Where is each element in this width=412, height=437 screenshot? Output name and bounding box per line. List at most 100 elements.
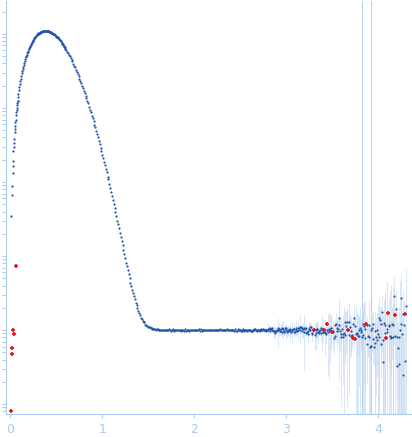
- Point: [83, 95, 90, 102]
- Point: [254, 326, 261, 333]
- Point: [264, 326, 270, 333]
- Point: [165, 327, 171, 334]
- Point: [265, 325, 272, 332]
- Point: [93, 127, 99, 134]
- Point: [218, 327, 224, 334]
- Point: [16, 87, 22, 94]
- Point: [42, 27, 48, 34]
- Point: [52, 32, 59, 39]
- Point: [92, 124, 98, 131]
- Point: [396, 361, 402, 368]
- Point: [230, 326, 236, 333]
- Point: [117, 229, 123, 236]
- Point: [356, 333, 363, 340]
- Point: [41, 28, 47, 35]
- Point: [365, 333, 371, 340]
- Point: [396, 333, 403, 340]
- Point: [112, 208, 119, 215]
- Point: [58, 38, 64, 45]
- Point: [126, 274, 133, 281]
- Point: [12, 122, 19, 129]
- Point: [269, 327, 276, 334]
- Point: [14, 98, 21, 105]
- Point: [296, 326, 303, 333]
- Point: [317, 327, 323, 334]
- Point: [18, 73, 25, 80]
- Point: [372, 340, 379, 347]
- Point: [320, 328, 326, 335]
- Point: [307, 326, 314, 333]
- Point: [339, 330, 346, 337]
- Point: [180, 327, 187, 334]
- Point: [29, 38, 36, 45]
- Point: [393, 334, 400, 341]
- Point: [386, 322, 393, 329]
- Point: [357, 325, 363, 332]
- Point: [224, 326, 230, 333]
- Point: [89, 115, 96, 122]
- Point: [60, 41, 67, 48]
- Point: [135, 307, 142, 314]
- Point: [302, 325, 308, 332]
- Point: [241, 327, 248, 334]
- Point: [325, 326, 332, 333]
- Point: [23, 52, 30, 59]
- Point: [27, 42, 34, 49]
- Point: [302, 325, 309, 332]
- Point: [206, 326, 213, 333]
- Point: [134, 305, 141, 312]
- Point: [169, 326, 176, 333]
- Point: [185, 326, 192, 333]
- Point: [365, 322, 372, 329]
- Point: [373, 326, 380, 333]
- Point: [59, 41, 66, 48]
- Point: [16, 83, 23, 90]
- Point: [178, 328, 185, 335]
- Point: [84, 98, 91, 105]
- Point: [147, 325, 154, 332]
- Point: [34, 31, 41, 38]
- Point: [226, 326, 232, 333]
- Point: [47, 28, 53, 35]
- Point: [391, 312, 398, 319]
- Point: [81, 87, 87, 94]
- Point: [337, 327, 344, 334]
- Point: [154, 325, 160, 332]
- Point: [54, 34, 61, 41]
- Point: [266, 324, 273, 331]
- Point: [205, 326, 212, 333]
- Point: [262, 326, 268, 333]
- Point: [343, 322, 349, 329]
- Point: [240, 327, 247, 334]
- Point: [41, 27, 48, 34]
- Point: [194, 326, 201, 333]
- Point: [57, 38, 64, 45]
- Point: [283, 329, 290, 336]
- Point: [316, 328, 322, 335]
- Point: [243, 327, 250, 334]
- Point: [330, 328, 337, 335]
- Point: [306, 325, 312, 332]
- Point: [55, 35, 62, 42]
- Point: [32, 34, 38, 41]
- Point: [9, 192, 15, 199]
- Point: [95, 133, 101, 140]
- Point: [65, 49, 71, 56]
- Point: [35, 31, 42, 38]
- Point: [37, 28, 44, 35]
- Point: [33, 33, 39, 40]
- Point: [196, 326, 202, 333]
- Point: [382, 322, 389, 329]
- Point: [311, 327, 318, 334]
- Point: [336, 322, 343, 329]
- Point: [214, 326, 221, 333]
- Point: [297, 323, 304, 330]
- Point: [172, 327, 178, 334]
- Point: [353, 331, 359, 338]
- Point: [298, 327, 305, 334]
- Point: [269, 324, 276, 331]
- Point: [69, 58, 76, 65]
- Point: [173, 326, 180, 333]
- Point: [103, 169, 110, 176]
- Point: [307, 323, 314, 330]
